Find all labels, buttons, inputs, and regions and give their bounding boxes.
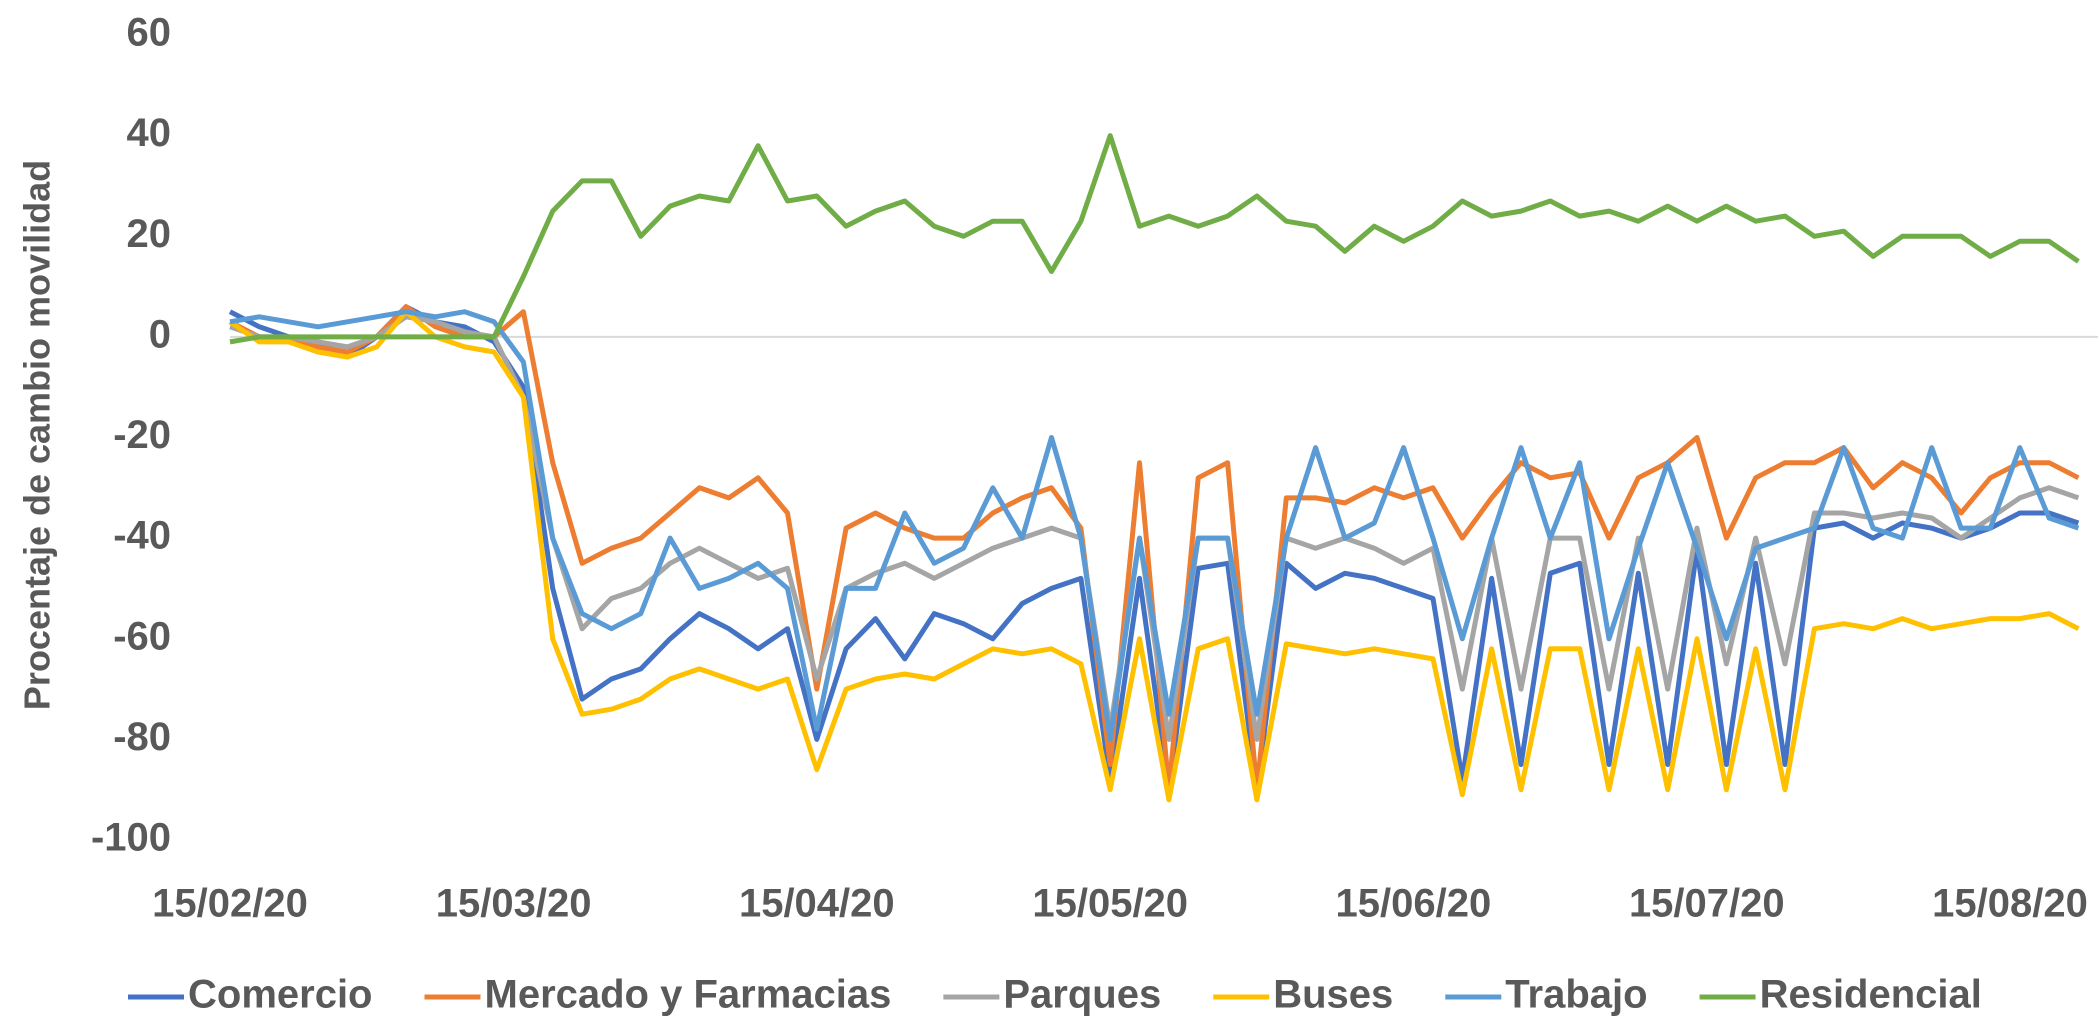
legend-label: Residencial xyxy=(1760,973,1982,1017)
legend-label: Trabajo xyxy=(1505,973,1647,1017)
x-tick-label: 15/02/20 xyxy=(152,882,308,926)
x-tick-label: 15/04/20 xyxy=(739,882,895,926)
x-tick-label: 15/08/20 xyxy=(1932,882,2088,926)
legend-label: Comercio xyxy=(188,973,373,1017)
legend-label: Buses xyxy=(1273,973,1393,1017)
x-tick-label: 15/06/20 xyxy=(1336,882,1492,926)
y-tick-label: -20 xyxy=(113,413,171,457)
y-tick-label: 60 xyxy=(127,11,172,55)
y-tick-label: -80 xyxy=(113,715,171,759)
series-line xyxy=(228,304,2080,793)
y-tick-label: 20 xyxy=(127,212,172,256)
y-tick-label: -100 xyxy=(91,816,171,860)
y-axis-title: Procentaje de cambio movilidad xyxy=(17,160,58,710)
series-line xyxy=(229,133,2080,345)
x-tick-label: 15/03/20 xyxy=(436,882,592,926)
y-tick-label: 0 xyxy=(149,312,171,356)
legend-label: Mercado y Farmacias xyxy=(485,973,892,1017)
x-tick-label: 15/07/20 xyxy=(1629,882,1785,926)
x-tick-label: 15/05/20 xyxy=(1032,882,1188,926)
y-tick-label: 40 xyxy=(127,111,172,155)
y-tick-label: -40 xyxy=(113,514,171,558)
legend-label: Parques xyxy=(1003,973,1161,1017)
y-tick-label: -60 xyxy=(113,614,171,658)
series-line xyxy=(229,309,2080,742)
series-line xyxy=(228,309,2080,803)
